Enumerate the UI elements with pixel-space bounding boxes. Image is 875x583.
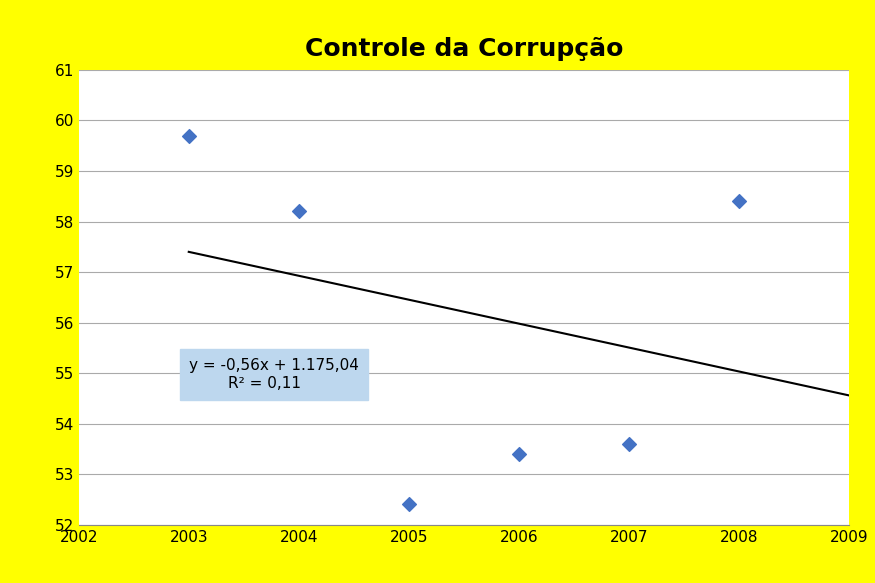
Point — [512, 449, 526, 459]
Point — [291, 207, 305, 216]
Point — [182, 131, 196, 141]
Text: y = -0,56x + 1.175,04
        R² = 0,11: y = -0,56x + 1.175,04 R² = 0,11 — [189, 359, 359, 391]
Point — [402, 500, 416, 509]
Title: Controle da Corrupção: Controle da Corrupção — [304, 37, 623, 61]
Point — [732, 196, 746, 206]
Point — [622, 439, 636, 448]
